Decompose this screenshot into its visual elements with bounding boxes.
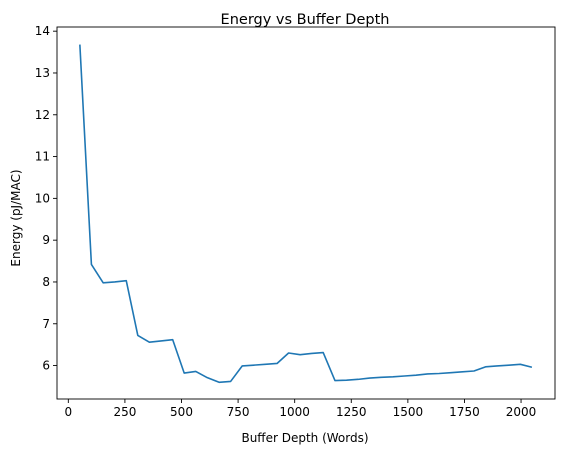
x-tick-label: 500	[170, 405, 193, 419]
plot-area	[56, 26, 556, 400]
x-axis-ticks: 0 250 500 750 1000 1250 1500 1750 2000	[64, 399, 536, 419]
x-tick-label: 250	[113, 405, 136, 419]
y-axis-ticks: 6 7 8 9 10 11 12 13 14	[35, 24, 57, 373]
y-tick-label: 12	[35, 108, 50, 122]
x-tick-label: 1750	[449, 405, 480, 419]
x-tick-label: 1500	[393, 405, 424, 419]
y-tick-label: 11	[35, 150, 50, 164]
x-tick-label: 2000	[506, 405, 537, 419]
x-tick-label: 1000	[279, 405, 310, 419]
y-tick-label: 13	[35, 66, 50, 80]
x-tick-label: 750	[227, 405, 250, 419]
y-tick-label: 8	[42, 275, 50, 289]
y-tick-label: 14	[35, 24, 50, 38]
series-line-0	[79, 44, 533, 384]
y-tick-label: 7	[42, 317, 50, 331]
axes-frame	[56, 26, 556, 400]
y-tick-label: 9	[42, 233, 50, 247]
x-axis-label: Buffer Depth (Words)	[241, 431, 368, 445]
y-tick-label: 10	[35, 191, 50, 205]
x-tick-label: 1250	[336, 405, 367, 419]
chart-title: Energy vs Buffer Depth	[221, 12, 390, 28]
y-axis-label: Energy (pJ/MAC)	[9, 169, 23, 266]
y-tick-label: 6	[42, 359, 50, 373]
x-tick-label: 0	[64, 405, 72, 419]
